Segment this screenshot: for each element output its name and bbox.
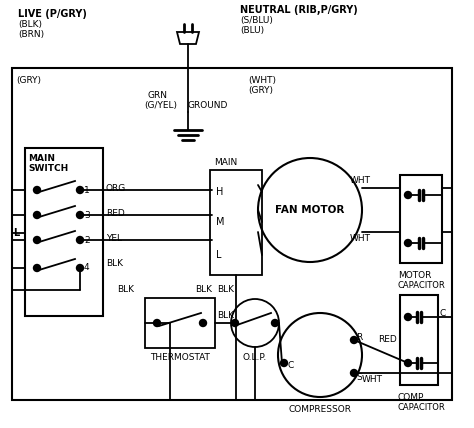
Text: THERMOSTAT: THERMOSTAT xyxy=(150,354,210,363)
Text: ORG: ORG xyxy=(106,184,126,193)
Circle shape xyxy=(231,319,238,327)
Text: NEUTRAL (RIB,P/GRY): NEUTRAL (RIB,P/GRY) xyxy=(240,5,358,15)
Text: BLK: BLK xyxy=(195,285,212,294)
Text: RED: RED xyxy=(378,336,397,345)
Bar xyxy=(145,298,215,348)
Text: BLK: BLK xyxy=(217,285,234,294)
Text: SWITCH: SWITCH xyxy=(28,163,68,172)
Text: L: L xyxy=(216,250,221,260)
Text: GRN: GRN xyxy=(148,90,168,99)
Circle shape xyxy=(76,237,83,244)
Text: (GRY): (GRY) xyxy=(16,75,41,84)
Text: MOTOR: MOTOR xyxy=(398,270,431,279)
Text: GROUND: GROUND xyxy=(188,101,228,110)
Circle shape xyxy=(76,211,83,219)
Circle shape xyxy=(404,191,411,199)
Text: MAIN: MAIN xyxy=(28,154,55,163)
Text: BLK: BLK xyxy=(117,285,134,294)
Text: (WHT): (WHT) xyxy=(248,75,276,84)
Text: COMPRESSOR: COMPRESSOR xyxy=(289,404,352,413)
Text: M: M xyxy=(216,217,225,227)
Text: (BLK): (BLK) xyxy=(18,20,42,29)
Circle shape xyxy=(350,336,357,344)
Circle shape xyxy=(76,265,83,271)
Circle shape xyxy=(281,360,288,366)
Text: MAIN: MAIN xyxy=(214,158,237,166)
Text: BLK: BLK xyxy=(106,259,123,268)
Text: FAN MOTOR: FAN MOTOR xyxy=(275,205,345,215)
Text: YEL: YEL xyxy=(106,234,122,243)
Text: (G/YEL): (G/YEL) xyxy=(144,101,177,110)
Text: C: C xyxy=(288,360,294,369)
Circle shape xyxy=(76,187,83,193)
Circle shape xyxy=(200,319,207,327)
Circle shape xyxy=(34,265,40,271)
Circle shape xyxy=(404,313,411,321)
Text: S: S xyxy=(356,372,362,381)
Circle shape xyxy=(404,360,411,366)
Text: H: H xyxy=(216,187,223,197)
Bar xyxy=(25,148,103,316)
Text: LIVE (P/GRY): LIVE (P/GRY) xyxy=(18,9,87,19)
Circle shape xyxy=(34,187,40,193)
Bar xyxy=(12,68,452,400)
Circle shape xyxy=(272,319,279,327)
Text: COMP: COMP xyxy=(398,392,424,401)
Text: O.L.P.: O.L.P. xyxy=(243,353,267,362)
Text: 4: 4 xyxy=(84,264,90,273)
Text: WHT: WHT xyxy=(350,175,371,184)
Circle shape xyxy=(154,319,161,327)
Text: L: L xyxy=(13,228,19,238)
Text: 2: 2 xyxy=(84,235,90,244)
Circle shape xyxy=(34,237,40,244)
Text: (S/BLU): (S/BLU) xyxy=(240,15,273,24)
Text: CAPACITOR: CAPACITOR xyxy=(398,402,446,411)
Text: CAPACITOR: CAPACITOR xyxy=(398,280,446,289)
Circle shape xyxy=(350,369,357,377)
Text: (GRY): (GRY) xyxy=(248,86,273,95)
Text: 3: 3 xyxy=(84,211,90,220)
Text: 1: 1 xyxy=(84,185,90,194)
Text: BLK: BLK xyxy=(217,310,234,319)
Circle shape xyxy=(34,211,40,219)
Text: WHT: WHT xyxy=(350,234,371,243)
Text: (BLU): (BLU) xyxy=(240,26,264,35)
Text: RED: RED xyxy=(106,208,125,217)
Text: WHT: WHT xyxy=(362,374,383,383)
Bar xyxy=(400,295,438,385)
Bar xyxy=(210,170,262,275)
Circle shape xyxy=(404,240,411,247)
Text: R: R xyxy=(356,333,362,342)
Text: C: C xyxy=(440,309,446,318)
Bar xyxy=(400,175,442,263)
Polygon shape xyxy=(177,32,199,44)
Text: (BRN): (BRN) xyxy=(18,30,44,39)
